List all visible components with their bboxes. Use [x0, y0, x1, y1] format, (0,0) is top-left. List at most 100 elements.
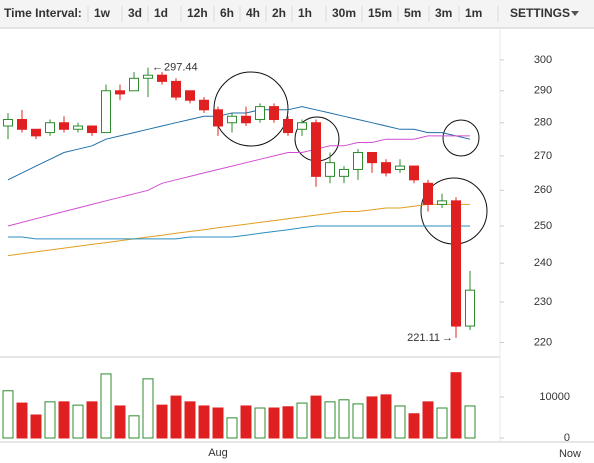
- moving-average: [8, 225, 470, 240]
- interval-button[interactable]: 4h: [246, 6, 260, 20]
- candle-body: [395, 165, 405, 170]
- volume-bar: [44, 401, 56, 439]
- volume-tick-label: 0: [564, 432, 570, 444]
- volume-bar: [198, 405, 210, 439]
- settings-button[interactable]: SETTINGS: [510, 6, 570, 20]
- candle-body: [381, 162, 391, 174]
- circle: [442, 119, 480, 157]
- y-tick-label: 230: [534, 296, 552, 308]
- highlight-circles: [213, 71, 488, 245]
- candle-body: [59, 122, 69, 130]
- candle-body: [3, 118, 13, 127]
- volume-bar: [352, 403, 364, 439]
- volume-bar: [100, 373, 112, 439]
- low-label: 221.11: [407, 332, 440, 344]
- interval-button[interactable]: 1d: [154, 6, 168, 20]
- candle-body: [255, 106, 265, 120]
- interval-button[interactable]: 30m: [332, 6, 356, 20]
- candle-body: [129, 77, 139, 92]
- volume-tick-label: 10000: [539, 391, 570, 403]
- interval-button[interactable]: 1h: [298, 6, 312, 20]
- volume-bar: [282, 406, 294, 439]
- candle-body: [157, 74, 167, 82]
- y-tick-label: 250: [534, 220, 552, 232]
- y-tick-label: 290: [534, 85, 552, 97]
- volume-bar: [170, 395, 182, 439]
- volume-bar: [394, 405, 406, 439]
- candle-body: [339, 168, 349, 177]
- candle-body: [45, 122, 55, 134]
- arrow: ←: [152, 62, 163, 74]
- candle-body: [465, 289, 475, 327]
- candle-body: [451, 200, 461, 327]
- volume-bar: [184, 401, 196, 439]
- candle-body: [199, 99, 209, 111]
- interval-button[interactable]: 2h: [272, 6, 286, 20]
- moving-average: [7, 135, 470, 227]
- candle-body: [87, 125, 97, 134]
- volume-bar: [338, 399, 350, 439]
- candle-body: [101, 90, 111, 134]
- volume-bar: [156, 404, 168, 439]
- volume-bar: [296, 402, 308, 439]
- candle-body: [185, 90, 195, 101]
- interval-button[interactable]: 3d: [128, 6, 142, 20]
- volume-bar: [16, 402, 28, 439]
- interval-button[interactable]: 6h: [220, 6, 234, 20]
- candle-body: [269, 106, 279, 120]
- candle-body: [213, 109, 223, 127]
- candle-body: [31, 128, 41, 137]
- candle-body: [367, 152, 377, 164]
- candle-body: [409, 165, 419, 181]
- candle-body: [241, 115, 251, 124]
- volume-bar: [464, 405, 476, 439]
- volume-bar: [86, 401, 98, 439]
- candle-body: [227, 115, 237, 124]
- volume-bar: [268, 407, 280, 439]
- y-tick-label: 260: [534, 184, 552, 196]
- candle-body: [325, 162, 335, 177]
- settings-caret: [571, 11, 579, 16]
- volume-bar: [72, 404, 84, 439]
- candle-body: [143, 74, 153, 79]
- toolbar: [0, 0, 594, 28]
- x-end-label: Now: [559, 448, 581, 460]
- volume-bar: [408, 413, 420, 439]
- volume-bar: [128, 415, 140, 439]
- volume-bar: [58, 401, 70, 439]
- candle-body: [437, 200, 447, 205]
- y-tick-label: 220: [534, 336, 552, 348]
- arrow: →: [442, 332, 453, 344]
- candle-body: [423, 182, 433, 205]
- volume-bar: [142, 378, 154, 439]
- y-tick-label: 240: [534, 257, 552, 269]
- toolbar-label: Time Interval:: [4, 6, 82, 20]
- candle-body: [73, 125, 83, 130]
- interval-button[interactable]: 5m: [404, 6, 421, 20]
- y-tick-label: 300: [534, 54, 552, 66]
- y-tick-label: 270: [534, 150, 552, 162]
- moving-average: [7, 106, 471, 181]
- volume-bar: [254, 407, 266, 439]
- interval-button[interactable]: 15m: [368, 6, 392, 20]
- interval-button[interactable]: 1m: [465, 6, 482, 20]
- interval-button[interactable]: 1w: [94, 6, 111, 20]
- volume-bar: [450, 372, 462, 439]
- circle: [213, 71, 289, 147]
- interval-button[interactable]: 3m: [435, 6, 452, 20]
- volume-bar: [240, 405, 252, 439]
- volume-bar: [422, 401, 434, 439]
- volume-bar: [2, 390, 14, 439]
- interval-button[interactable]: 12h: [187, 6, 208, 20]
- candle-body: [17, 118, 27, 130]
- volume-bar: [310, 395, 322, 439]
- x-tick-label: Aug: [208, 447, 228, 459]
- candle-body: [115, 90, 125, 95]
- candle-body: [171, 80, 181, 98]
- volume-bar: [380, 394, 392, 439]
- candle-body: [283, 118, 293, 134]
- candle-body: [297, 122, 307, 130]
- moving-average: [7, 203, 470, 257]
- y-tick-label: 280: [534, 117, 552, 129]
